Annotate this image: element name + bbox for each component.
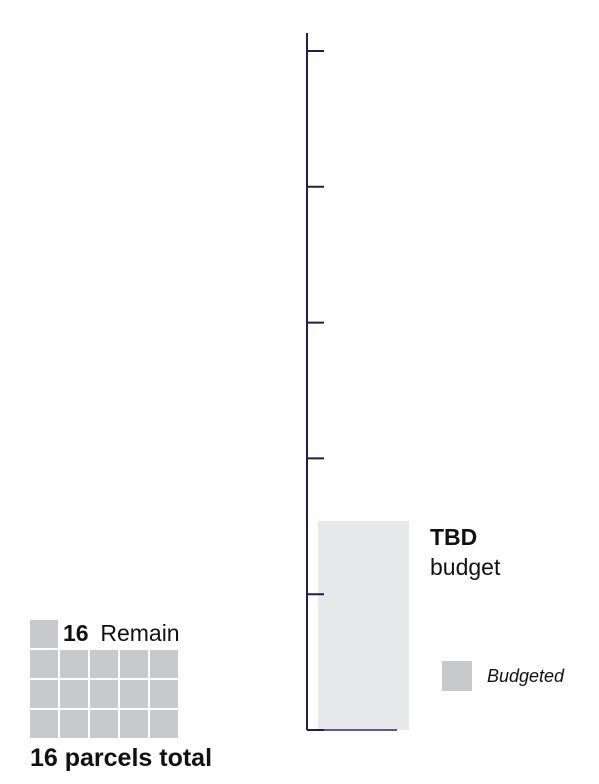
remaining-label: 16 Remain (63, 620, 180, 646)
waffle-cell (30, 620, 58, 648)
waffle-cell (150, 680, 178, 708)
waffle-cell (30, 680, 58, 708)
waffle-cell (90, 710, 118, 738)
waffle-cell (30, 650, 58, 678)
remaining-count: 16 (63, 620, 89, 646)
waffle-cell (60, 710, 88, 738)
waffle-cell (150, 710, 178, 738)
waffle-cell (90, 650, 118, 678)
bar-budgeted (318, 520, 409, 730)
waffle-grid (30, 620, 178, 738)
bar-value-label: TBD (430, 524, 477, 550)
waffle-cell (60, 650, 88, 678)
waffle-cell (30, 710, 58, 738)
waffle-cell (120, 710, 148, 738)
legend-swatch-budgeted (442, 661, 472, 691)
waffle-cell (120, 680, 148, 708)
total-parcels-label: 16 parcels total (30, 744, 212, 772)
bar-unit-label: budget (430, 554, 501, 580)
waffle-cell (120, 650, 148, 678)
waffle-cell (150, 650, 178, 678)
y-axis (306, 33, 324, 731)
remaining-word: Remain (100, 620, 179, 646)
waffle-cell (60, 680, 88, 708)
bar-group (307, 520, 409, 731)
legend-label-budgeted: Budgeted (487, 666, 565, 686)
waffle-cell (90, 680, 118, 708)
